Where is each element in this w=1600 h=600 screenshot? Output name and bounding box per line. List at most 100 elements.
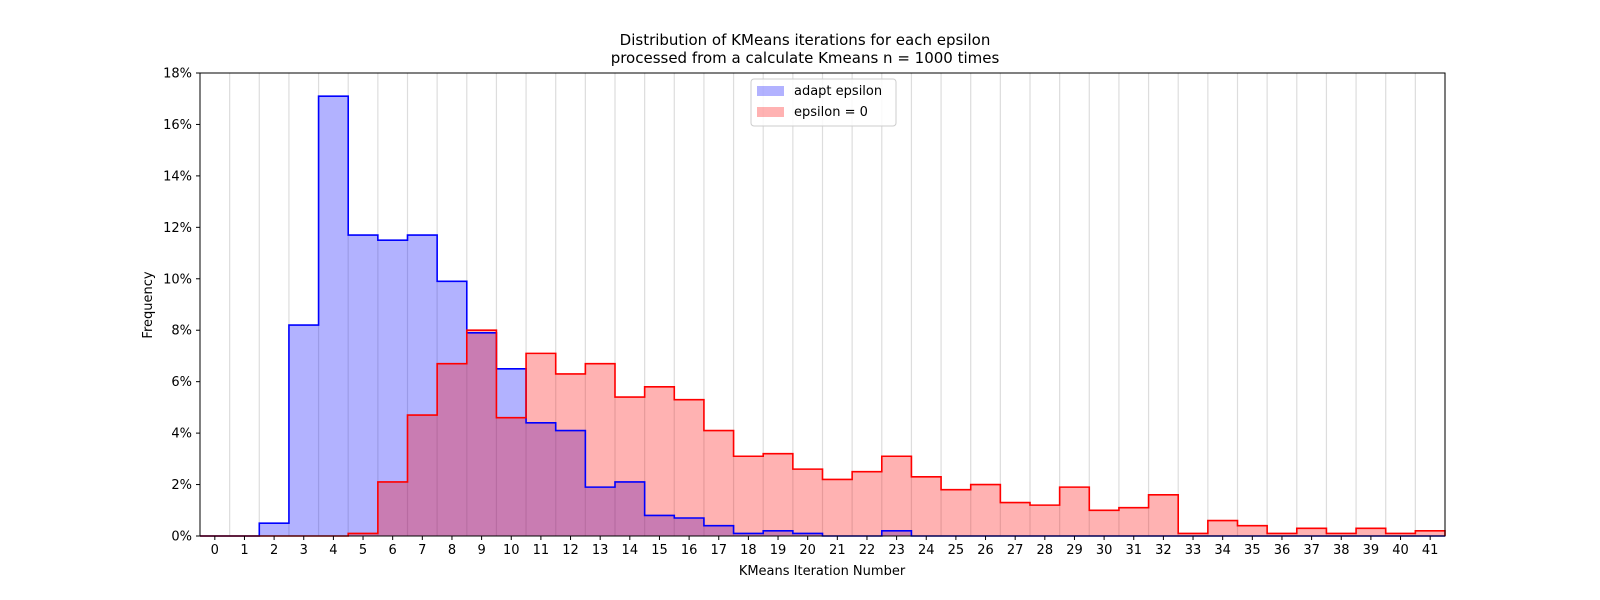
bar-epsilon-zero (1267, 533, 1297, 536)
x-tick-label: 18 (740, 543, 757, 558)
bar-adapt-epsilon (348, 235, 378, 537)
x-tick-label: 34 (1214, 543, 1231, 558)
y-tick-label: 0% (171, 530, 192, 545)
x-tick-label: 21 (829, 543, 846, 558)
x-tick-label: 4 (329, 543, 337, 558)
x-tick-label: 1 (240, 543, 248, 558)
bar-epsilon-zero (348, 533, 378, 536)
bar-epsilon-zero (1415, 530, 1445, 536)
bar-epsilon-zero (1118, 507, 1149, 536)
bar-epsilon-zero (733, 456, 764, 536)
x-tick-label: 17 (710, 543, 727, 558)
x-tick-label: 41 (1422, 543, 1439, 558)
x-tick-label: 31 (1125, 543, 1142, 558)
bar-adapt-epsilon (615, 481, 645, 536)
bar-epsilon-zero (585, 363, 615, 536)
x-tick-label: 2 (270, 543, 278, 558)
x-tick-label: 12 (562, 543, 579, 558)
bar-adapt-epsilon (763, 530, 793, 536)
bar-epsilon-zero (1326, 533, 1357, 536)
bar-epsilon-zero (881, 456, 912, 536)
bar-epsilon-zero (437, 363, 467, 536)
bar-adapt-epsilon (674, 517, 704, 536)
bar-epsilon-zero (1089, 510, 1119, 536)
bar-epsilon-zero (615, 397, 645, 536)
bar-adapt-epsilon (585, 487, 615, 536)
bar-epsilon-zero (970, 484, 1001, 536)
bar-epsilon-zero (1178, 533, 1208, 536)
bar-epsilon-zero (674, 399, 704, 536)
histogram-fills (259, 96, 1445, 537)
x-tick-label: 22 (859, 543, 876, 558)
y-tick-label: 8% (171, 324, 192, 339)
series-outline-epsilon-zero (200, 329, 1446, 537)
bar-adapt-epsilon (318, 96, 349, 537)
legend-swatch-adapt-epsilon (757, 86, 784, 96)
bar-adapt-epsilon (259, 523, 289, 536)
bar-adapt-epsilon (792, 533, 823, 536)
x-axis-ticks: 0 1 2 3 4 5 6 7 8 9 10 11 12 13 14 15 16 17 18 19 20 21 22 23 24… (211, 536, 1439, 558)
bar-epsilon-zero (1237, 525, 1268, 536)
x-tick-label: 27 (1007, 543, 1024, 558)
bar-epsilon-zero (1356, 528, 1386, 536)
bar-adapt-epsilon (437, 281, 467, 536)
bar-adapt-epsilon (555, 430, 586, 536)
x-tick-label: 16 (681, 543, 698, 558)
x-tick-label: 19 (770, 543, 787, 558)
x-tick-label: 25 (948, 543, 965, 558)
bar-adapt-epsilon (644, 515, 675, 536)
x-tick-label: 28 (1037, 543, 1054, 558)
bar-epsilon-zero (852, 471, 882, 536)
bar-epsilon-zero (911, 476, 942, 536)
bar-epsilon-zero (941, 489, 971, 536)
x-tick-label: 0 (211, 543, 219, 558)
bar-epsilon-zero (822, 479, 853, 536)
bar-epsilon-zero (703, 430, 734, 536)
bar-epsilon-zero (1148, 494, 1179, 536)
y-axis-ticks: 0% 2% 4% 6% 8% 10% 12% 14% 16% 18% (163, 67, 200, 545)
y-tick-label: 10% (163, 272, 192, 287)
x-tick-label: 14 (622, 543, 639, 558)
x-tick-label: 37 (1303, 543, 1320, 558)
y-tick-label: 18% (163, 67, 192, 82)
bar-epsilon-zero (763, 453, 793, 536)
x-axis-label: KMeans Iteration Number (739, 564, 906, 579)
y-tick-label: 16% (163, 118, 192, 133)
legend-label-adapt-epsilon: adapt epsilon (794, 84, 882, 99)
bar-epsilon-zero (1059, 487, 1090, 536)
x-tick-label: 30 (1096, 543, 1113, 558)
bar-adapt-epsilon (377, 240, 408, 536)
bar-epsilon-zero (1030, 505, 1060, 536)
x-tick-label: 5 (359, 543, 367, 558)
bar-adapt-epsilon (288, 325, 319, 536)
bar-epsilon-zero (555, 373, 586, 536)
plot-frame (199, 72, 1446, 537)
y-tick-label: 2% (171, 478, 192, 493)
bar-epsilon-zero (1000, 502, 1030, 536)
x-tick-label: 36 (1274, 543, 1291, 558)
x-tick-label: 13 (592, 543, 609, 558)
x-tick-label: 15 (651, 543, 668, 558)
x-tick-label: 33 (1185, 543, 1202, 558)
y-axis-label: Frequency (141, 271, 156, 338)
bar-epsilon-zero (377, 481, 408, 536)
y-tick-label: 6% (171, 375, 192, 390)
bar-epsilon-zero (496, 417, 527, 536)
bar-epsilon-zero (526, 353, 556, 536)
x-tick-label: 8 (448, 543, 456, 558)
y-tick-label: 12% (163, 221, 192, 236)
y-tick-label: 4% (171, 427, 192, 442)
bar-epsilon-zero (407, 415, 438, 536)
x-tick-label: 20 (799, 543, 816, 558)
x-tick-label: 26 (977, 543, 994, 558)
x-tick-label: 29 (1066, 543, 1083, 558)
legend-swatch-epsilon-zero (757, 107, 784, 117)
x-tick-label: 10 (503, 543, 520, 558)
bar-epsilon-zero (1385, 533, 1416, 536)
bar-epsilon-zero (644, 386, 675, 536)
bar-adapt-epsilon (733, 533, 764, 536)
bar-epsilon-zero (1207, 520, 1238, 536)
bar-adapt-epsilon (526, 422, 556, 536)
x-tick-label: 38 (1333, 543, 1350, 558)
legend-box (750, 78, 897, 127)
